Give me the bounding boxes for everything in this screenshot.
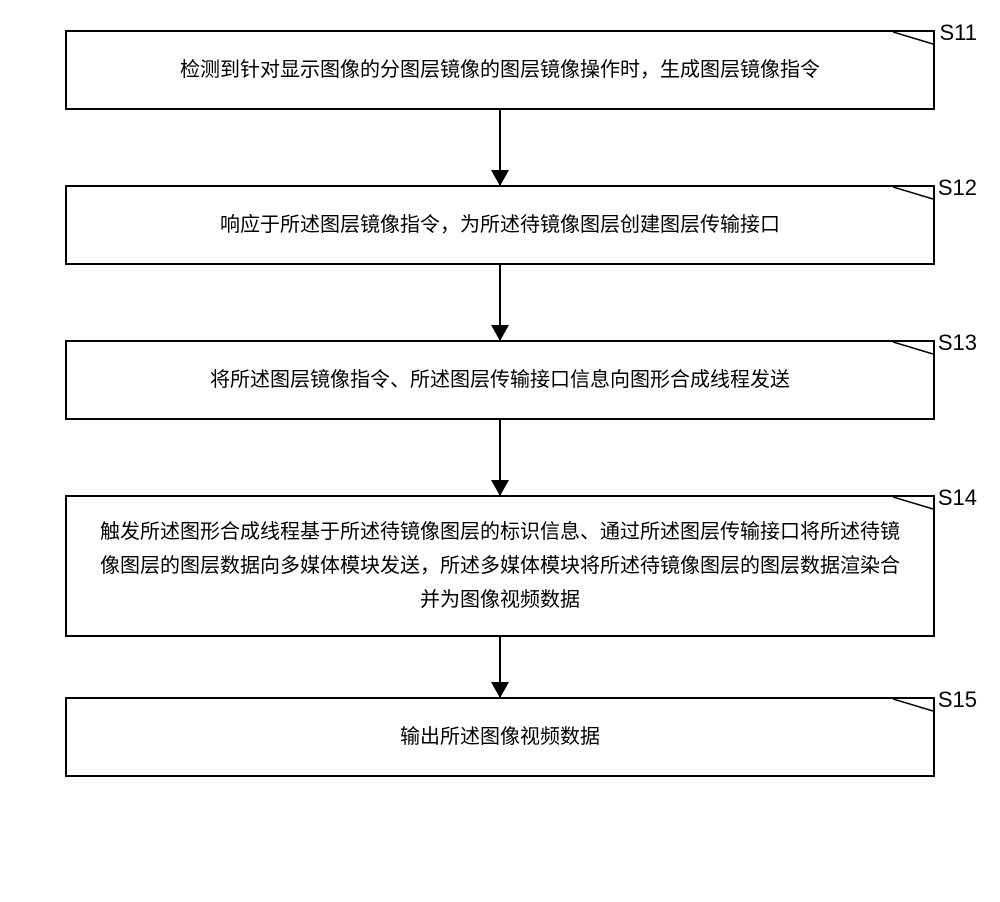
step-s14: S14 触发所述图形合成线程基于所述待镜像图层的标识信息、通过所述图层传输接口将… [65, 495, 935, 637]
arrow [499, 420, 501, 495]
step-label: S15 [938, 687, 977, 713]
step-s13: S13 将所述图层镜像指令、所述图层传输接口信息向图形合成线程发送 [65, 340, 935, 420]
step-s11: S11 检测到针对显示图像的分图层镜像的图层镜像操作时，生成图层镜像指令 [65, 30, 935, 110]
step-label: S13 [938, 330, 977, 356]
step-s15: S15 输出所述图像视频数据 [65, 697, 935, 777]
step-s12: S12 响应于所述图层镜像指令，为所述待镜像图层创建图层传输接口 [65, 185, 935, 265]
step-text: 输出所述图像视频数据 [400, 720, 600, 754]
step-box: 响应于所述图层镜像指令，为所述待镜像图层创建图层传输接口 [65, 185, 935, 265]
step-text: 将所述图层镜像指令、所述图层传输接口信息向图形合成线程发送 [210, 363, 790, 397]
step-box: 触发所述图形合成线程基于所述待镜像图层的标识信息、通过所述图层传输接口将所述待镜… [65, 495, 935, 637]
flowchart: S11 检测到针对显示图像的分图层镜像的图层镜像操作时，生成图层镜像指令 S12… [50, 30, 950, 777]
step-box: 检测到针对显示图像的分图层镜像的图层镜像操作时，生成图层镜像指令 [65, 30, 935, 110]
step-box: 将所述图层镜像指令、所述图层传输接口信息向图形合成线程发送 [65, 340, 935, 420]
step-text: 响应于所述图层镜像指令，为所述待镜像图层创建图层传输接口 [220, 208, 780, 242]
arrow [499, 265, 501, 340]
step-text: 检测到针对显示图像的分图层镜像的图层镜像操作时，生成图层镜像指令 [180, 53, 820, 87]
step-box: 输出所述图像视频数据 [65, 697, 935, 777]
arrow [499, 110, 501, 185]
step-label: S12 [938, 175, 977, 201]
step-label: S11 [939, 20, 977, 46]
step-text: 触发所述图形合成线程基于所述待镜像图层的标识信息、通过所述图层传输接口将所述待镜… [97, 515, 903, 617]
step-label: S14 [938, 485, 977, 511]
arrow [499, 637, 501, 697]
